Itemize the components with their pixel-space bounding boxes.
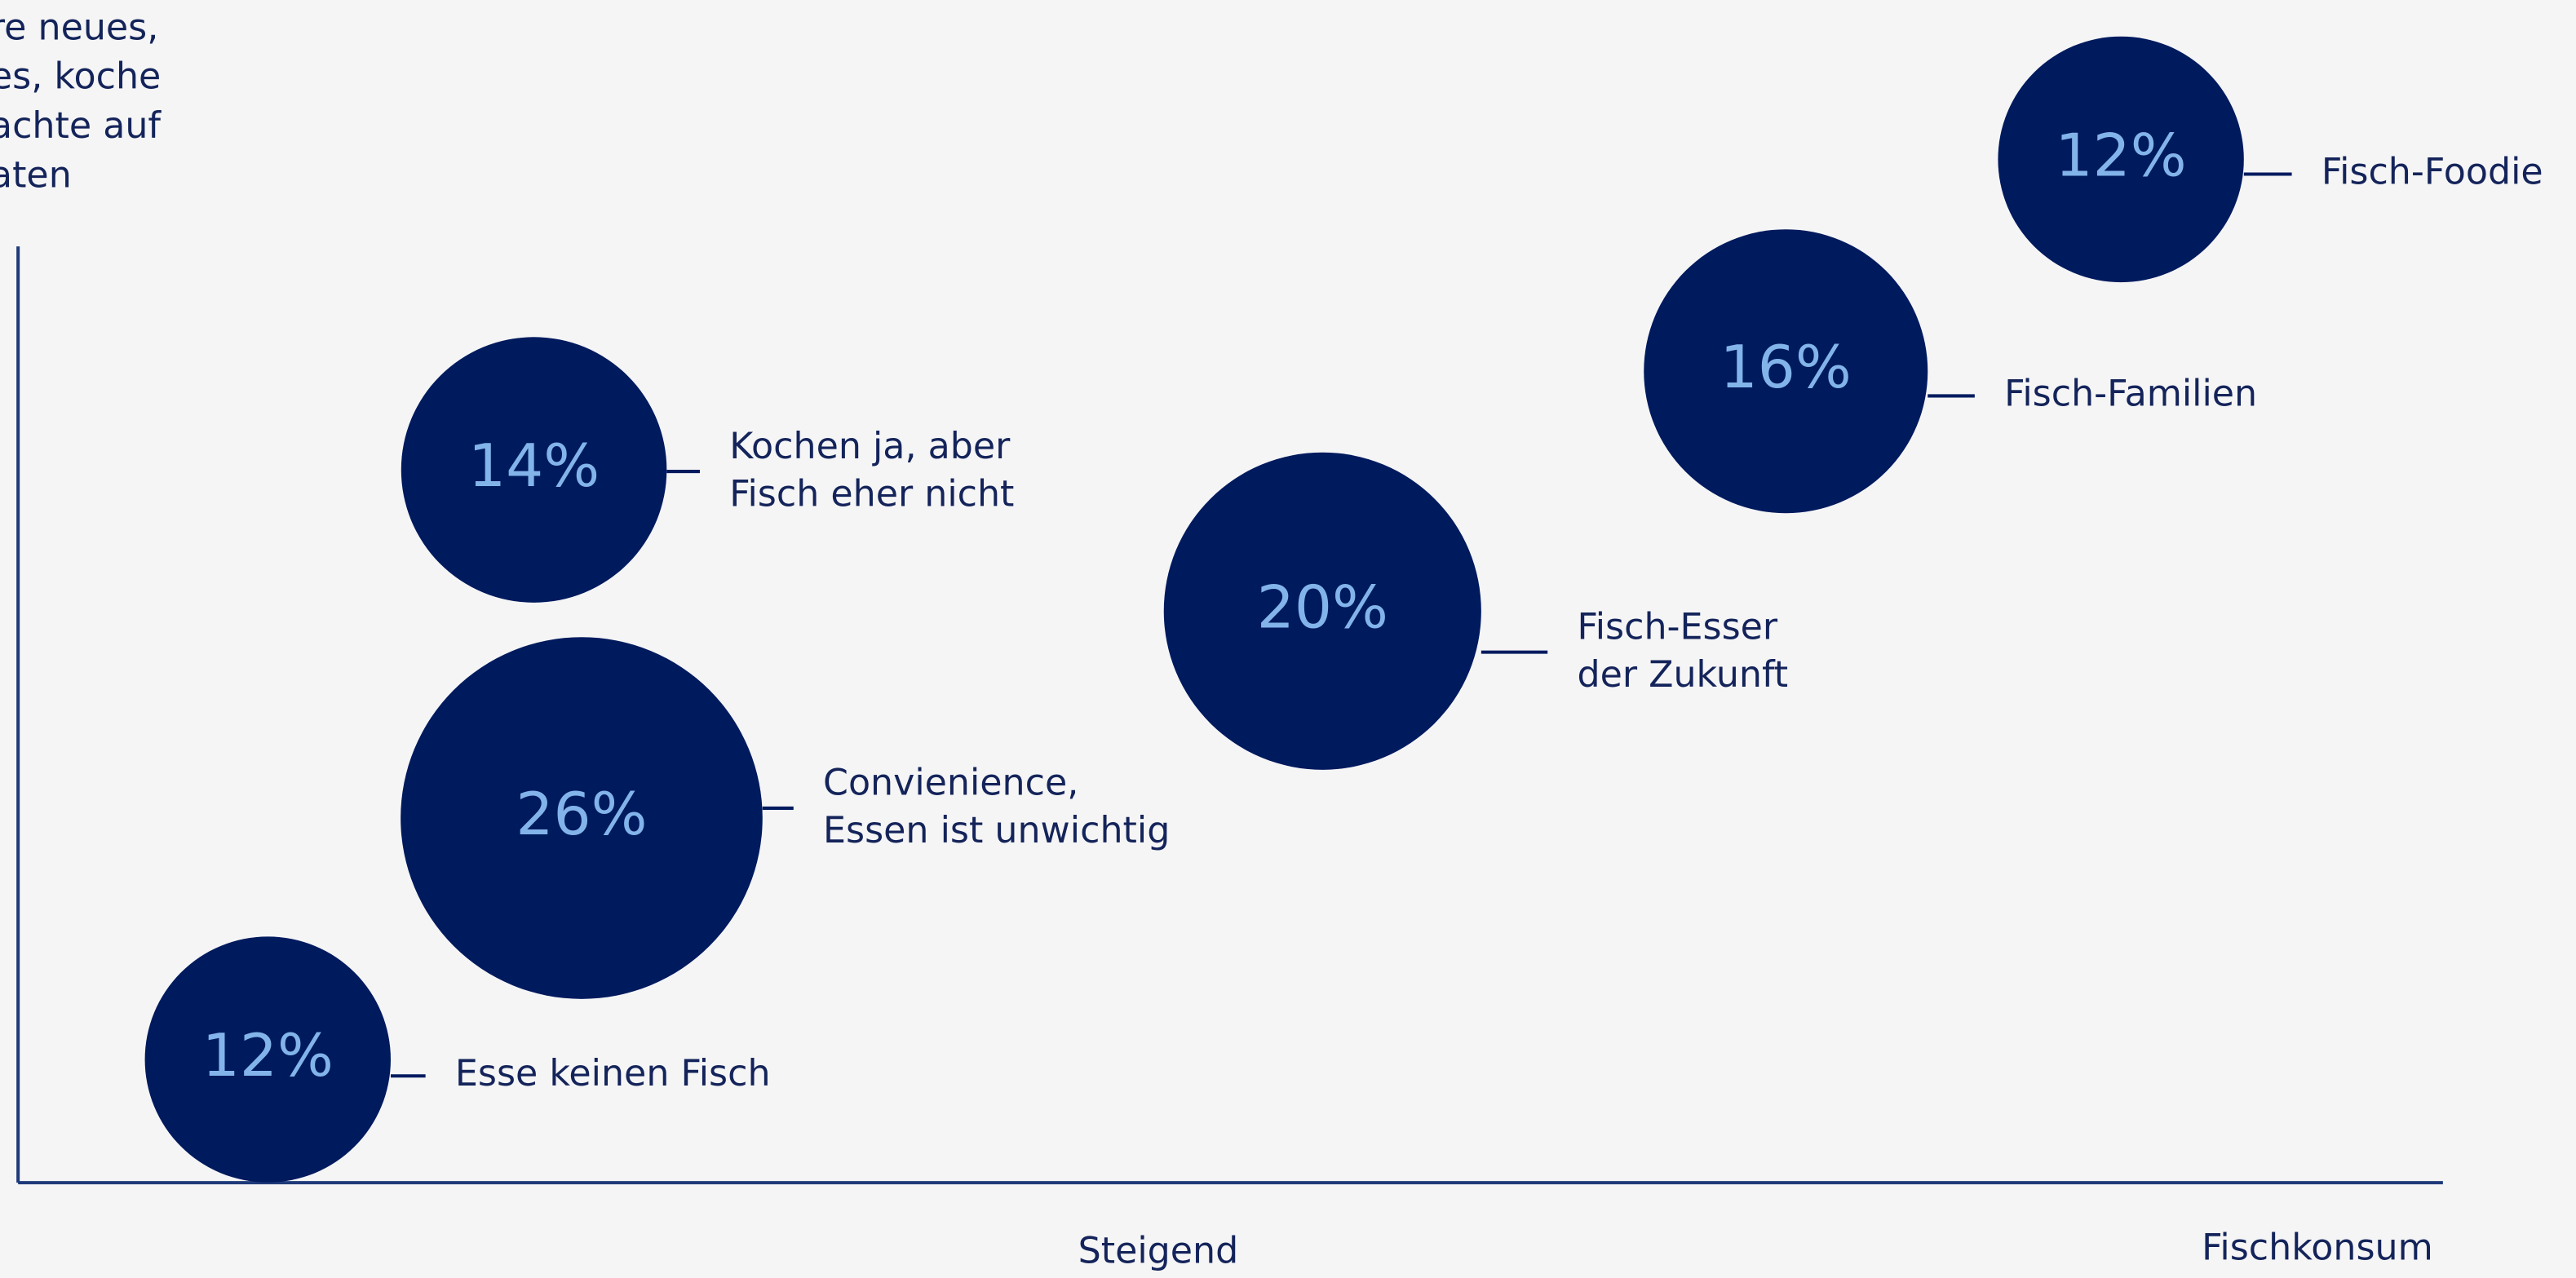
segment-name: Convienience, (823, 763, 1078, 804)
bubble-label: 12% (202, 1022, 334, 1090)
corner-text: achte auf (0, 105, 162, 147)
bubble (401, 337, 667, 603)
x-axis-label: Fischkonsum (2202, 1227, 2433, 1269)
corner-text: re neues, (0, 7, 158, 48)
bubble (1998, 36, 2244, 283)
segment-name: Fisch eher nicht (729, 473, 1014, 515)
segment-name: Fisch-Foodie (2321, 152, 2543, 193)
bubble-label: 14% (468, 432, 600, 501)
bubble (144, 936, 391, 1183)
segment-name: Essen ist unwichtig (823, 810, 1170, 851)
x-axis-label: Steigend (1078, 1231, 1239, 1272)
bubble-label: 26% (516, 781, 647, 849)
segment-name: der Zukunft (1577, 654, 1788, 696)
bubble (1163, 452, 1481, 770)
segment-name: Fisch-Familien (2004, 373, 2257, 414)
segment-name: Esse keinen Fisch (455, 1053, 771, 1094)
bubble-label: 12% (2056, 122, 2187, 190)
segment-name: Fisch-Esser (1577, 606, 1777, 648)
corner-text: es, koche (0, 56, 161, 98)
segment-name: Kochen ja, aber (729, 426, 1011, 467)
bubble (1644, 229, 1928, 514)
bubble-label: 16% (1720, 334, 1852, 402)
corner-text: aten (0, 155, 72, 197)
bubble-label: 20% (1257, 573, 1388, 642)
bubble (401, 637, 763, 999)
